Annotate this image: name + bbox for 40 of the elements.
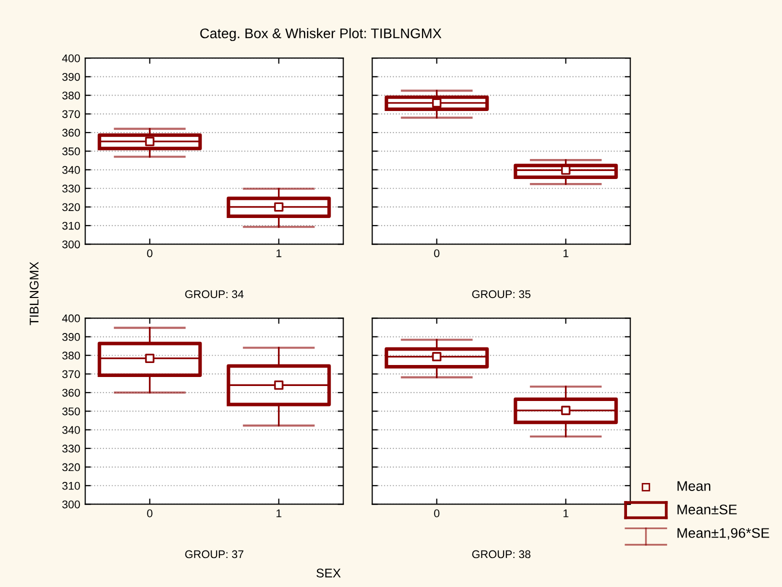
- y-tick-label: 370: [62, 370, 80, 378]
- y-tick-label: 380: [62, 92, 80, 100]
- text: SEX: [316, 568, 341, 578]
- chart-title: Categ. Box & Whisker Plot: TIBLNGMX: [200, 28, 442, 42]
- y-tick-label: 300: [62, 240, 80, 248]
- x-tick-label: 1: [276, 510, 282, 518]
- text: Mean: [678, 481, 710, 491]
- y-tick-label: 310: [62, 482, 80, 490]
- y-tick-label: 320: [62, 463, 80, 472]
- y-tick-label: 380: [62, 352, 80, 360]
- y-tick-label: 360: [62, 128, 80, 137]
- y-tick-label: 400: [62, 54, 80, 62]
- y-tick-label: 300: [62, 500, 80, 508]
- y-tick-label: 330: [62, 444, 80, 453]
- x-axis-title: GROUP: 34: [185, 290, 244, 298]
- y-tick-label: 340: [62, 166, 80, 174]
- x-tick-label: 0: [147, 509, 152, 518]
- x-axis-title: GROUP: 37: [185, 550, 244, 558]
- x-tick-label: 0: [434, 249, 440, 258]
- x-axis-title: GROUP: 35: [472, 290, 530, 298]
- y-tick-label: 370: [62, 110, 80, 118]
- y-tick-label: 320: [62, 203, 80, 212]
- text: Mean±1,96*SE: [678, 528, 770, 540]
- y-axis-title: TIBLNGMX: [30, 262, 39, 326]
- x-tick-label: 0: [147, 249, 152, 258]
- y-tick-label: 330: [62, 184, 80, 193]
- x-tick-label: 1: [564, 249, 568, 258]
- y-tick-label: 350: [62, 407, 80, 416]
- y-tick-label: 390: [62, 333, 80, 341]
- y-tick-label: 390: [62, 72, 80, 81]
- x-axis-title: GROUP: 38: [472, 550, 530, 558]
- y-tick-label: 350: [62, 147, 80, 156]
- text: Mean±SE: [678, 504, 737, 514]
- y-tick-label: 340: [62, 426, 80, 434]
- x-tick-label: 1: [564, 510, 568, 518]
- y-tick-label: 310: [62, 222, 80, 230]
- x-tick-label: 1: [276, 249, 282, 258]
- y-tick-label: 360: [62, 388, 80, 397]
- y-tick-label: 400: [62, 314, 80, 322]
- x-tick-label: 0: [434, 509, 440, 518]
